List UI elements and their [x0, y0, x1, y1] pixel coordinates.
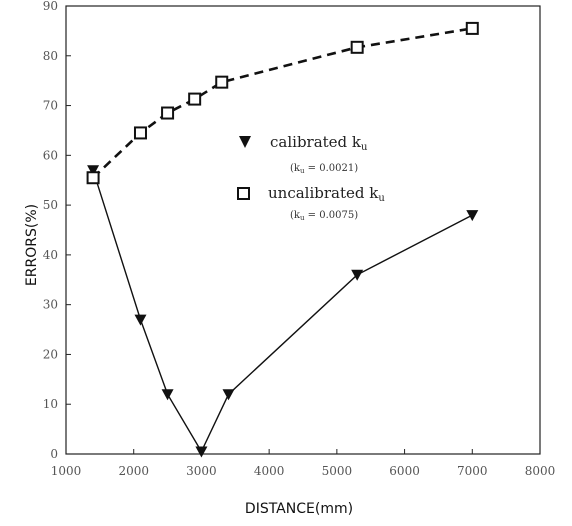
x-tick-label: 3000 [186, 464, 217, 478]
y-tick-label: 20 [43, 347, 58, 361]
series-line-uncalibrated [92, 27, 473, 179]
data-point-calibrated [161, 389, 174, 401]
data-point-uncalibrated [86, 171, 100, 185]
y-tick-label: 10 [43, 397, 58, 411]
legend-marker-filled-triangle [239, 136, 251, 148]
series-line-calibrated [92, 170, 473, 453]
legend-note-uncalibrated: (ku = 0.0075) [290, 210, 358, 222]
data-point-uncalibrated [133, 126, 147, 140]
data-point-calibrated [195, 446, 208, 458]
y-axis-title: ERRORS(%) [24, 204, 40, 286]
data-point-calibrated [222, 389, 235, 401]
data-point-calibrated [87, 165, 100, 177]
series-layer [86, 21, 479, 458]
y-tick-label: 60 [43, 148, 58, 162]
legend-entry-uncalibrated: uncalibrated ku (ku = 0.0075) [237, 184, 385, 222]
legend: calibrated ku (ku = 0.0021) uncalibrated… [237, 133, 385, 222]
legend-entry-calibrated: calibrated ku (ku = 0.0021) [239, 133, 368, 175]
y-tick-label: 70 [43, 99, 58, 113]
legend-marker-open-square [237, 187, 250, 200]
x-tick-label: 6000 [389, 464, 420, 478]
data-point-uncalibrated [350, 40, 364, 54]
axis-ticks: 1000 2000 3000 4000 5000 6000 7000 8000 0 10 20 30 4… [43, 0, 556, 478]
y-tick-label: 80 [43, 49, 58, 63]
data-point-calibrated [351, 269, 364, 281]
x-axis-title: DISTANCE(mm) [245, 501, 353, 517]
data-point-calibrated [466, 210, 479, 222]
y-tick-label: 30 [43, 298, 58, 312]
x-tick-label: 7000 [457, 464, 488, 478]
x-tick-label: 4000 [254, 464, 285, 478]
y-tick-label: 40 [43, 248, 58, 262]
x-tick-label: 8000 [525, 464, 556, 478]
data-point-calibrated [134, 314, 147, 326]
y-tick-label: 50 [43, 198, 58, 212]
x-tick-label: 1000 [51, 464, 82, 478]
data-point-uncalibrated [465, 21, 479, 35]
y-tick-label: 0 [50, 447, 58, 461]
plot-frame [65, 5, 541, 455]
legend-label-calibrated: calibrated ku [270, 133, 368, 153]
data-point-uncalibrated [188, 92, 202, 106]
data-point-uncalibrated [161, 106, 175, 120]
x-tick-label: 5000 [322, 464, 353, 478]
legend-label-uncalibrated: uncalibrated ku [268, 184, 385, 204]
legend-note-calibrated: (ku = 0.0021) [290, 163, 358, 175]
y-tick-label: 90 [43, 0, 58, 13]
data-point-uncalibrated [215, 75, 229, 89]
x-tick-label: 2000 [118, 464, 149, 478]
